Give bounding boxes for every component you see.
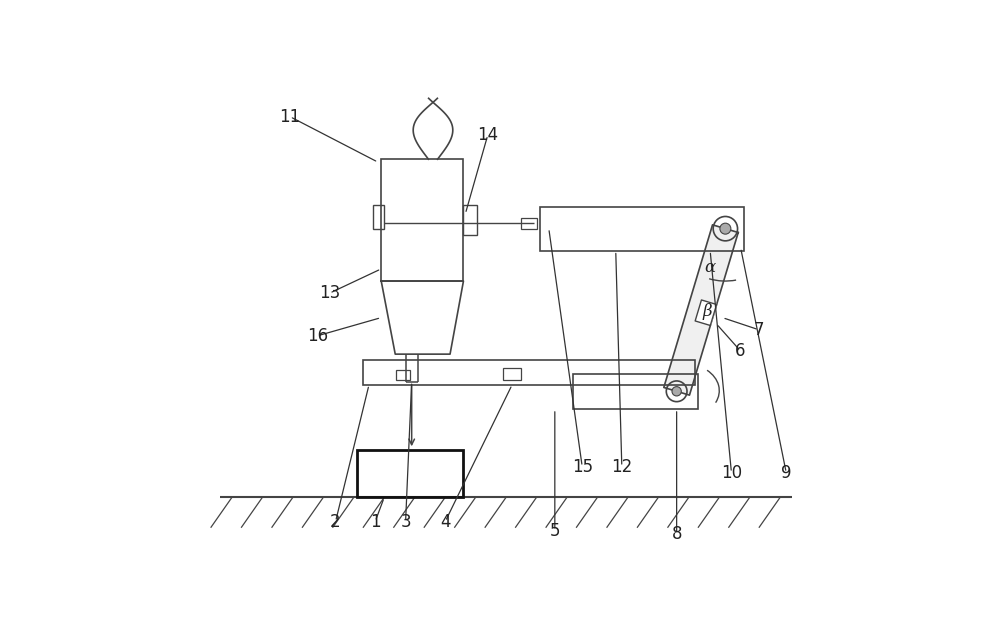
Text: 16: 16 bbox=[307, 327, 328, 345]
Bar bbox=[521, 218, 537, 229]
Text: 10: 10 bbox=[721, 464, 742, 482]
Text: α: α bbox=[705, 259, 716, 276]
Bar bbox=[396, 370, 410, 380]
Circle shape bbox=[672, 387, 681, 396]
Text: 14: 14 bbox=[477, 126, 498, 144]
Bar bbox=[357, 450, 463, 497]
Bar bbox=[573, 374, 698, 409]
Text: 1: 1 bbox=[370, 513, 380, 531]
Polygon shape bbox=[664, 225, 738, 395]
Bar bbox=[503, 368, 521, 380]
Text: 9: 9 bbox=[781, 464, 792, 482]
Text: 6: 6 bbox=[735, 342, 746, 360]
Text: 7: 7 bbox=[754, 321, 764, 339]
Bar bbox=[381, 159, 463, 281]
Text: 5: 5 bbox=[550, 522, 560, 540]
Text: 2: 2 bbox=[330, 513, 341, 531]
Bar bbox=[373, 205, 384, 229]
Text: 11: 11 bbox=[279, 108, 300, 126]
Polygon shape bbox=[695, 300, 717, 325]
Bar bbox=[540, 207, 744, 250]
Text: 3: 3 bbox=[400, 513, 411, 531]
Text: 12: 12 bbox=[611, 458, 632, 476]
Text: 4: 4 bbox=[440, 513, 450, 531]
Text: 15: 15 bbox=[572, 458, 593, 476]
Circle shape bbox=[720, 223, 731, 234]
Text: β: β bbox=[702, 303, 712, 320]
Bar bbox=[463, 205, 477, 235]
Text: 13: 13 bbox=[319, 284, 340, 302]
Bar bbox=[363, 360, 695, 384]
Text: 8: 8 bbox=[671, 525, 682, 543]
